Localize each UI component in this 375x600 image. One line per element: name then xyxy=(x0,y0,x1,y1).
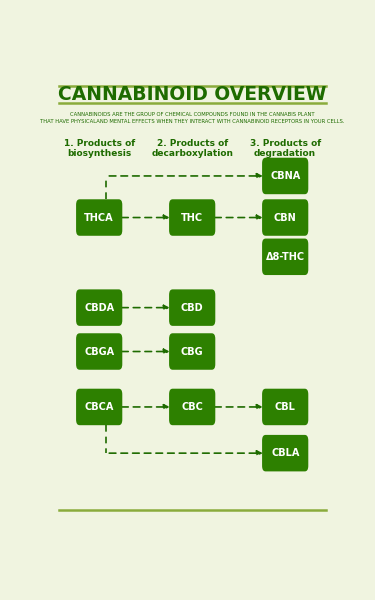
Text: CBGA: CBGA xyxy=(84,347,114,356)
Text: CBLA: CBLA xyxy=(271,448,299,458)
Text: CANNABINOID OVERVIEW: CANNABINOID OVERVIEW xyxy=(58,85,326,104)
Text: CANNABINOIDS ARE THE GROUP OF CHEMICAL COMPOUNDS FOUND IN THE CANNABIS PLANT: CANNABINOIDS ARE THE GROUP OF CHEMICAL C… xyxy=(70,112,315,117)
Text: CBCA: CBCA xyxy=(84,402,114,412)
Text: CBG: CBG xyxy=(181,347,204,356)
Text: THC: THC xyxy=(181,212,203,223)
Text: CBD: CBD xyxy=(181,302,204,313)
Text: CBC: CBC xyxy=(181,402,203,412)
FancyBboxPatch shape xyxy=(169,289,215,326)
FancyBboxPatch shape xyxy=(169,333,215,370)
Text: CBNA: CBNA xyxy=(270,171,300,181)
Text: 1. Products of
biosynthesis: 1. Products of biosynthesis xyxy=(63,139,135,158)
FancyBboxPatch shape xyxy=(262,158,308,194)
Text: Δ8-THC: Δ8-THC xyxy=(266,252,305,262)
FancyBboxPatch shape xyxy=(76,333,122,370)
FancyBboxPatch shape xyxy=(262,199,308,236)
FancyBboxPatch shape xyxy=(76,289,122,326)
Text: CBL: CBL xyxy=(275,402,296,412)
Text: THCA: THCA xyxy=(84,212,114,223)
FancyBboxPatch shape xyxy=(169,389,215,425)
FancyBboxPatch shape xyxy=(76,389,122,425)
FancyBboxPatch shape xyxy=(262,239,308,275)
FancyBboxPatch shape xyxy=(262,389,308,425)
FancyBboxPatch shape xyxy=(262,435,308,472)
FancyBboxPatch shape xyxy=(169,199,215,236)
Text: CBN: CBN xyxy=(274,212,297,223)
FancyBboxPatch shape xyxy=(76,199,122,236)
Text: 2. Products of
decarboxylation: 2. Products of decarboxylation xyxy=(151,139,233,158)
Text: CBDA: CBDA xyxy=(84,302,114,313)
Text: 3. Products of
degradation: 3. Products of degradation xyxy=(250,139,321,158)
Text: THAT HAVE PHYSICALAND MENTAL EFFECTS WHEN THEY INTERACT WITH CANNABINOID RECEPTO: THAT HAVE PHYSICALAND MENTAL EFFECTS WHE… xyxy=(40,119,344,124)
